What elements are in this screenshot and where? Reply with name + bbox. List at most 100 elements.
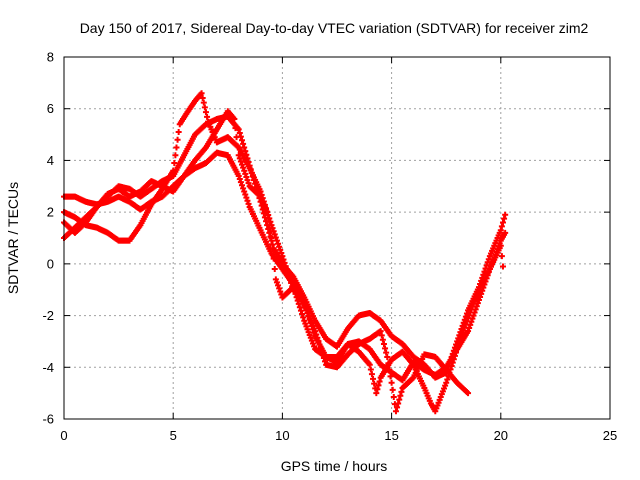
plot-frame [63,56,611,420]
data-point [454,346,461,353]
data-point [267,218,274,225]
data-point [270,255,277,262]
data-point [465,390,472,397]
data-point [366,361,373,368]
y-tick-label: -6 [42,412,54,427]
data-point [173,144,180,151]
data-point [244,177,251,184]
data-point [175,128,182,135]
data-point [240,164,247,171]
data-point [321,358,328,365]
data-point [499,263,506,270]
data-point [392,408,399,415]
y-tick-label: -4 [42,360,54,375]
data-point [382,345,389,352]
data-point [275,240,282,247]
data-point [313,331,320,338]
data-point [370,375,377,382]
data-point [238,182,245,189]
data-point [172,152,179,159]
data-point [375,382,382,389]
data-point [241,144,248,151]
data-point [502,211,509,218]
data-point [484,259,491,266]
data-point [387,373,394,380]
data-point [292,290,299,297]
data-point [388,379,395,386]
data-point [462,321,469,328]
data-point [293,294,300,301]
y-tick-label: 4 [47,153,54,168]
data-point [242,170,249,177]
data-point [269,225,276,232]
data-point [478,290,485,297]
data-point [233,134,240,141]
data-point [243,194,250,201]
data-point [374,386,381,393]
data-point [445,373,452,380]
data-point [241,167,248,174]
data-point [449,359,456,366]
data-point [174,136,181,143]
data-point [397,392,404,399]
data-point [398,388,405,395]
data-point [237,179,244,186]
data-point [265,215,272,222]
data-point [271,266,278,273]
data-point [497,242,504,249]
data-point [234,143,241,150]
data-point [235,172,242,179]
data-point [269,245,276,252]
data-point [446,369,453,376]
data-point [264,209,271,216]
data-point [453,349,460,356]
data-point [314,334,321,341]
data-point [502,229,509,236]
data-point [279,253,286,260]
data-point [296,304,303,311]
chart-title: Day 150 of 2017, Sidereal Day-to-day VTE… [80,20,589,36]
data-point [376,378,383,385]
data-point [245,180,252,187]
data-point [240,140,247,147]
data-point [371,380,378,387]
data-point [317,344,324,351]
data-point [266,222,273,229]
data-point [272,276,279,283]
data-point [368,371,375,378]
data-point [380,341,387,348]
data-point [384,353,391,360]
data-point [243,151,250,158]
series-track-1 [61,113,509,381]
y-tick-label: 0 [47,256,54,271]
data-point [275,282,282,289]
y-axis-label: SDTVAR / TECUs [5,182,21,294]
data-point [396,396,403,403]
data-point [379,336,386,343]
data-point [245,200,252,207]
data-point [498,223,505,230]
data-point [367,366,374,373]
data-point [389,386,396,393]
x-tick-label: 0 [60,428,67,443]
axis-ticks: 0 5 10 15 20 25 -6 -4 -2 0 2 4 6 8 [42,50,617,444]
data-point [378,332,385,339]
data-point [316,341,323,348]
data-point [257,188,264,195]
x-tick-label: 20 [494,428,508,443]
gridlines [64,57,610,419]
data-point [448,362,455,369]
data-point [444,376,451,383]
data-point [235,126,242,133]
data-point [450,356,457,363]
data-point [241,188,248,195]
data-point [171,160,178,167]
data-point [200,99,207,106]
data-point [451,352,458,359]
data-point [394,404,401,411]
data-point [300,314,307,321]
data-point [282,263,289,270]
data-point [443,379,450,386]
data-point [276,243,283,250]
